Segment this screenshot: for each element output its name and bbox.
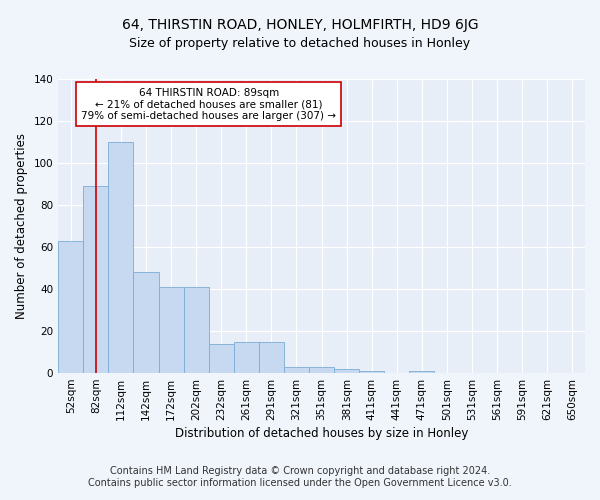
Bar [58, 240, 83, 373]
Bar [158, 287, 184, 373]
X-axis label: Distribution of detached houses by size in Honley: Distribution of detached houses by size … [175, 427, 468, 440]
Bar [409, 371, 434, 373]
Bar [284, 367, 309, 373]
Y-axis label: Number of detached properties: Number of detached properties [15, 133, 28, 319]
Text: 64 THIRSTIN ROAD: 89sqm
← 21% of detached houses are smaller (81)
79% of semi-de: 64 THIRSTIN ROAD: 89sqm ← 21% of detache… [81, 88, 336, 121]
Text: Contains HM Land Registry data © Crown copyright and database right 2024.
Contai: Contains HM Land Registry data © Crown c… [88, 466, 512, 487]
Bar [83, 186, 109, 373]
Bar [109, 142, 133, 373]
Bar [259, 342, 284, 373]
Bar [209, 344, 234, 373]
Text: Size of property relative to detached houses in Honley: Size of property relative to detached ho… [130, 38, 470, 51]
Bar [184, 287, 209, 373]
Bar [309, 367, 334, 373]
Bar [234, 342, 259, 373]
Bar [133, 272, 158, 373]
Bar [359, 371, 385, 373]
Text: 64, THIRSTIN ROAD, HONLEY, HOLMFIRTH, HD9 6JG: 64, THIRSTIN ROAD, HONLEY, HOLMFIRTH, HD… [122, 18, 478, 32]
Bar [334, 369, 359, 373]
